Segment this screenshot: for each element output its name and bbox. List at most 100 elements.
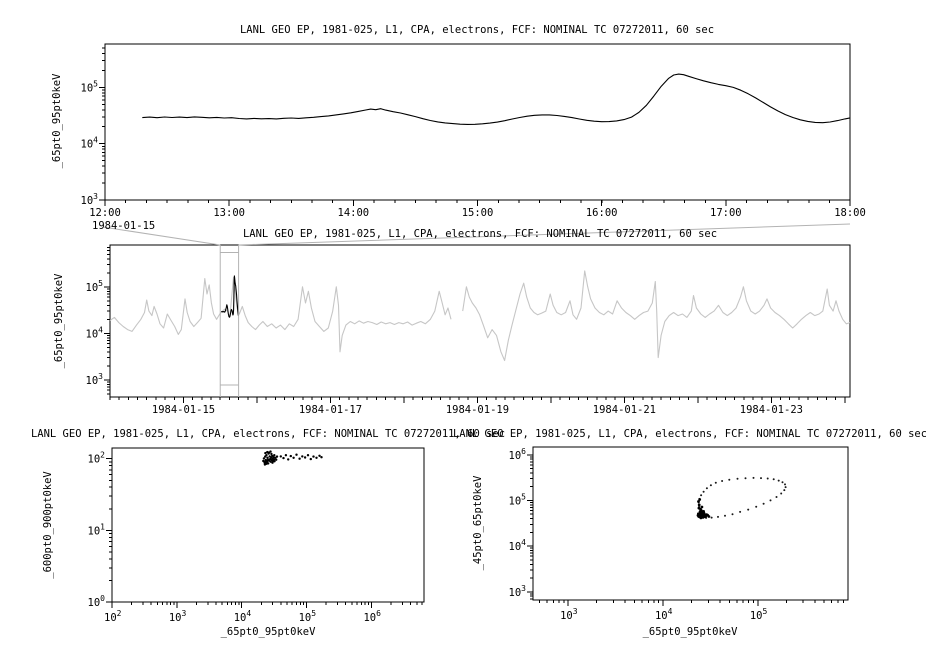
tick-label: 1984-01-19 <box>446 404 509 416</box>
data-point <box>262 457 266 460</box>
data-point <box>269 450 272 453</box>
data-point <box>272 456 275 459</box>
plot-d: 103 104 105 103 104 105 106 <box>509 446 849 622</box>
data-point <box>700 505 704 509</box>
data-point <box>275 458 278 461</box>
plot-b-title: LANL GEO EP, 1981-025, L1, CPA, electron… <box>242 228 718 240</box>
tick-label: 105 <box>750 607 768 622</box>
plot-a-context-date: 1984-01-15 <box>92 220 156 232</box>
tick-label: 13:00 <box>213 207 245 219</box>
tick-label: 105 <box>509 492 527 507</box>
data-point <box>295 453 298 456</box>
plot-d-area[interactable] <box>532 446 849 601</box>
data-point <box>697 506 701 510</box>
plot-b-area[interactable] <box>109 244 851 398</box>
data-point <box>320 456 323 459</box>
tick-label: 105 <box>299 609 317 624</box>
data-point <box>701 516 705 519</box>
data-point <box>702 512 706 516</box>
plot-c-area[interactable] <box>111 447 425 603</box>
data-point <box>270 452 273 456</box>
data-point <box>707 515 711 518</box>
data-point <box>784 486 787 489</box>
data-point <box>709 484 712 487</box>
context-zoom-box[interactable] <box>219 245 240 397</box>
tick-label: 103 <box>509 584 527 599</box>
tick-label: 102 <box>104 609 122 624</box>
data-point <box>301 455 304 458</box>
data-point <box>739 510 742 513</box>
tick-label: 1984-01-23 <box>740 404 803 416</box>
tick-label: 104 <box>234 609 252 624</box>
data-point <box>747 508 750 511</box>
data-point <box>306 454 310 457</box>
plot-c: 102 103 104 105 106 100 101 102 <box>88 447 425 624</box>
tick-label: 15:00 <box>462 207 494 219</box>
connector-right <box>238 223 851 246</box>
data-point <box>309 457 312 461</box>
plot-c-xlabel: _65pt0_95pt0keV <box>220 626 316 638</box>
tick-label: 14:00 <box>338 207 370 219</box>
tick-label: 104 <box>509 538 527 553</box>
tick-label: 103 <box>81 192 99 207</box>
data-point <box>287 458 290 461</box>
data-point <box>265 454 268 457</box>
tick-label: 17:00 <box>710 207 742 219</box>
data-point <box>312 455 315 458</box>
tick-label: 106 <box>363 609 381 624</box>
tick-label: 1984-01-17 <box>299 404 362 416</box>
data-point <box>266 456 269 459</box>
data-point <box>284 454 288 457</box>
plot-a-area[interactable] <box>104 43 851 201</box>
data-point <box>702 490 705 493</box>
tick-label: 103 <box>560 607 578 622</box>
data-point <box>703 515 707 519</box>
data-point <box>279 455 282 458</box>
data-point <box>714 481 717 484</box>
data-point <box>717 515 719 518</box>
data-point <box>755 505 758 508</box>
data-point <box>264 462 267 465</box>
tick-label: 12:00 <box>89 207 121 219</box>
data-point <box>724 514 726 517</box>
data-point <box>772 478 775 481</box>
data-point <box>783 489 786 492</box>
data-point <box>777 479 780 482</box>
data-point <box>721 480 724 482</box>
plot-c-title: LANL GEO EP, 1981-025, L1, CPA, electron… <box>30 428 506 440</box>
data-point <box>702 510 705 513</box>
tick-label: 16:00 <box>586 207 618 219</box>
data-point <box>271 461 274 464</box>
data-point <box>780 492 783 495</box>
tick-label: 1984-01-21 <box>593 404 656 416</box>
tick-label: 100 <box>88 594 106 609</box>
plot-a-title: LANL GEO EP, 1981-025, L1, CPA, electron… <box>239 24 715 36</box>
data-point <box>699 516 703 520</box>
data-point <box>760 477 762 480</box>
tick-label: 103 <box>86 372 104 387</box>
data-point <box>292 456 295 459</box>
data-point <box>736 477 739 480</box>
plot-b-ylabel: _65pt0_95pt0keV <box>53 273 65 369</box>
context-connectors <box>102 223 851 246</box>
data-point <box>698 498 702 501</box>
tick-label: 102 <box>88 451 106 466</box>
tick-label: 105 <box>86 279 104 294</box>
data-point <box>262 459 265 463</box>
tick-label: 106 <box>509 447 527 462</box>
data-point <box>266 459 269 462</box>
data-point <box>744 477 747 480</box>
data-point <box>697 503 701 507</box>
plot-d-ylabel: _45pt0_65pt0keV <box>472 475 484 571</box>
data-point <box>781 481 784 484</box>
data-point <box>264 451 267 455</box>
tick-label: 104 <box>86 325 104 340</box>
connector-left <box>102 226 221 246</box>
plot-d-title: LANL GEO EP, 1981-025, L1, CPA, electron… <box>452 428 926 440</box>
data-point <box>264 460 267 463</box>
tick-label: 105 <box>81 79 99 94</box>
data-point <box>273 454 276 457</box>
plot-a-ylabel: _65pt0_95pt0keV <box>51 73 63 169</box>
series-line <box>109 270 851 362</box>
